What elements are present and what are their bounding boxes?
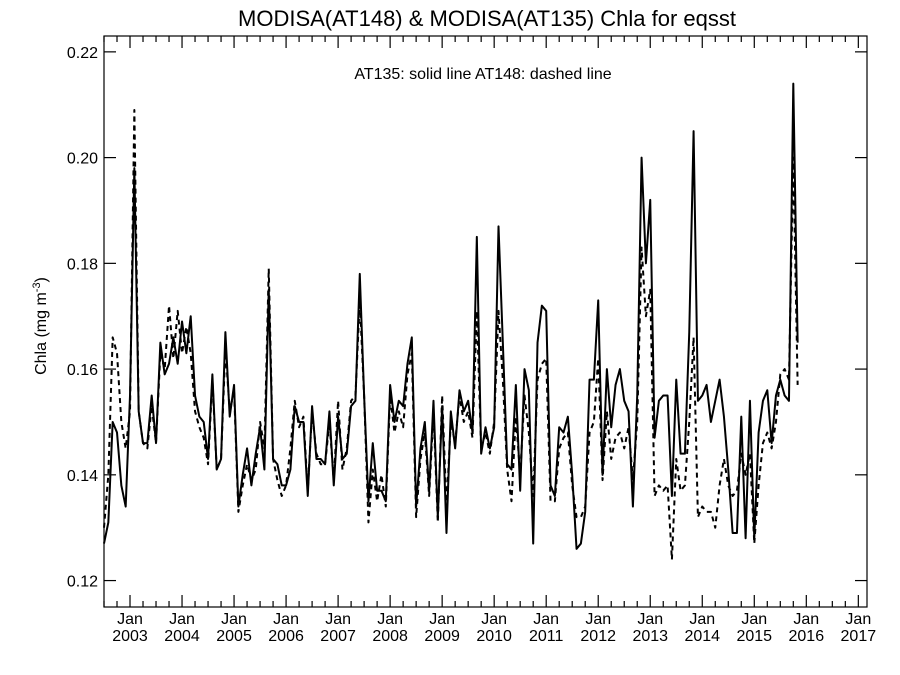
x-tick-year-label: 2008 <box>372 628 408 645</box>
x-tick-month-label: Jan <box>169 611 195 628</box>
x-tick-month-label: Jan <box>793 611 819 628</box>
y-tick-label: 0.12 <box>67 574 98 591</box>
x-tick-month-label: Jan <box>377 611 403 628</box>
x-tick-year-label: 2009 <box>424 628 460 645</box>
y-axis-label-main: Chla (mg m <box>33 292 50 375</box>
x-tick-month-label: Jan <box>481 611 507 628</box>
x-tick-month-label: Jan <box>429 611 455 628</box>
x-tick-month-label: Jan <box>585 611 611 628</box>
x-tick-month-label: Jan <box>221 611 247 628</box>
x-tick-year-label: 2007 <box>320 628 356 645</box>
x-tick-year-label: 2005 <box>216 628 252 645</box>
x-tick-year-label: 2013 <box>632 628 668 645</box>
x-tick-month-label: Jan <box>325 611 351 628</box>
x-tick-year-label: 2003 <box>112 628 148 645</box>
x-tick-year-label: 2015 <box>736 628 772 645</box>
line-style-annotation: AT135: solid line AT148: dashed line <box>354 66 611 83</box>
y-axis-label-tail: ) <box>33 277 50 282</box>
series-group <box>103 82 799 561</box>
series-at135-solid-line <box>103 82 799 550</box>
x-tick-year-label: 2010 <box>476 628 512 645</box>
y-tick-label: 0.22 <box>67 45 98 62</box>
x-tick-month-label: Jan <box>637 611 663 628</box>
x-tick-month-label: Jan <box>741 611 767 628</box>
x-tick-month-label: Jan <box>117 611 143 628</box>
x-axis: Jan2003Jan2004Jan2005Jan2006Jan2007Jan20… <box>103 36 877 645</box>
y-axis-label-superscript: -3 <box>31 282 43 292</box>
x-tick-year-label: 2011 <box>529 628 564 645</box>
plot-frame <box>103 35 868 608</box>
y-tick-label: 0.14 <box>67 468 98 485</box>
y-tick-label: 0.18 <box>67 256 98 273</box>
x-tick-year-label: 2014 <box>684 628 720 645</box>
series-at148-dashed-line <box>103 109 799 561</box>
x-tick-year-label: 2006 <box>268 628 304 645</box>
x-tick-month-label: Jan <box>533 611 559 628</box>
x-tick-year-label: 2004 <box>164 628 200 645</box>
x-tick-year-label: 2012 <box>580 628 616 645</box>
y-axis: 0.12 0.14 0.16 0.18 0.20 0.22 <box>67 45 867 591</box>
chart-title: MODISA(AT148) & MODISA(AT135) Chla for e… <box>238 6 736 31</box>
y-tick-label: 0.20 <box>67 151 98 168</box>
x-tick-year-label: 2017 <box>841 628 877 645</box>
x-tick-month-label: Jan <box>845 611 871 628</box>
x-tick-month-label: Jan <box>273 611 299 628</box>
x-tick-month-label: Jan <box>689 611 715 628</box>
y-axis-label: Chla (mg m-3) <box>31 277 50 375</box>
y-tick-label: 0.16 <box>67 362 98 379</box>
x-tick-year-label: 2016 <box>789 628 825 645</box>
